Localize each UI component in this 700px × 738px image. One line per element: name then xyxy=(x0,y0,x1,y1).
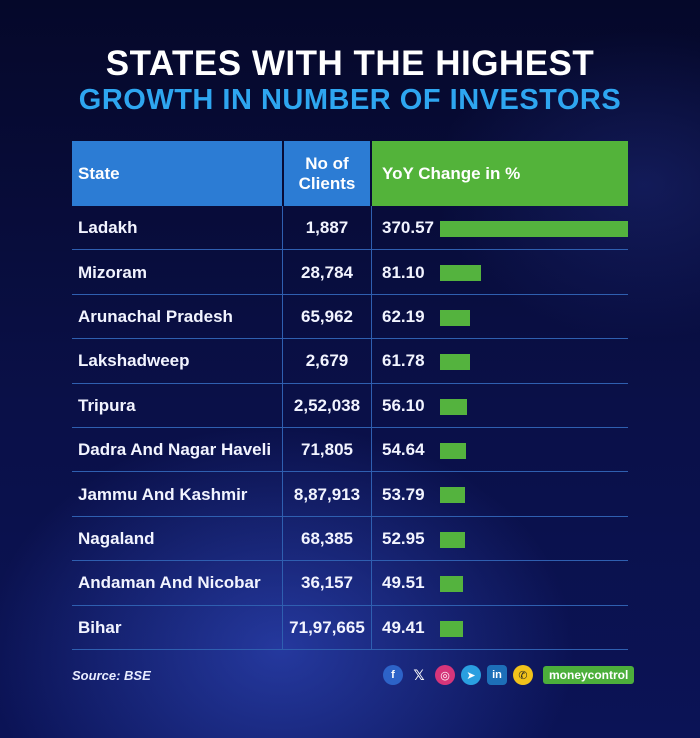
header-state: State xyxy=(72,141,282,206)
header-clients: No of Clients xyxy=(284,141,370,206)
social-icons: f 𝕏 ◎ ➤ in ✆ moneycontrol xyxy=(383,665,635,685)
table-row: Tripura 2,52,038 56.10 xyxy=(72,384,628,428)
bar-track xyxy=(440,354,628,371)
bar-track xyxy=(440,442,628,459)
column-divider-2 xyxy=(371,206,372,650)
cell-state: Mizoram xyxy=(78,262,147,282)
table-row: Jammu And Kashmir 8,87,913 53.79 xyxy=(72,472,628,517)
table-row: Andaman And Nicobar 36,157 49.51 xyxy=(72,561,628,606)
cell-yoy: 61.78 xyxy=(382,351,425,371)
table-row: Lakshadweep 2,679 61.78 xyxy=(72,339,628,384)
cell-yoy: 53.79 xyxy=(382,484,425,504)
cell-yoy: 56.10 xyxy=(382,395,425,415)
linkedin-icon[interactable]: in xyxy=(487,665,507,685)
cell-yoy: 49.51 xyxy=(382,573,425,593)
table-body: Ladakh 1,887 370.57 Mizoram 28,784 81.10 Aruna… xyxy=(72,206,628,650)
bar-track xyxy=(440,221,628,237)
cell-clients: 2,679 xyxy=(305,351,349,371)
cell-clients: 36,157 xyxy=(301,573,353,593)
bar-track xyxy=(440,265,628,282)
yoy-bar xyxy=(440,221,628,237)
yoy-bar xyxy=(440,576,463,593)
table-row: Arunachal Pradesh 65,962 62.19 xyxy=(72,295,628,340)
cell-state: Lakshadweep xyxy=(78,351,190,371)
cell-clients: 65,962 xyxy=(301,306,353,326)
yoy-bar xyxy=(440,265,481,282)
telegram-icon[interactable]: ➤ xyxy=(461,665,481,685)
moneycontrol-logo: moneycontrol xyxy=(543,666,635,684)
yoy-bar xyxy=(440,398,467,415)
cell-yoy: 62.19 xyxy=(382,306,425,326)
yoy-bar xyxy=(440,442,466,459)
column-divider-1 xyxy=(282,206,283,650)
cell-clients: 71,805 xyxy=(301,440,353,460)
title-line-2: GROWTH IN NUMBER OF INVESTORS xyxy=(78,84,622,116)
yoy-bar xyxy=(440,620,463,637)
bar-track xyxy=(440,398,628,415)
table-row: Ladakh 1,887 370.57 xyxy=(72,206,628,251)
cell-state: Ladakh xyxy=(78,218,138,238)
cell-yoy: 81.10 xyxy=(382,262,425,282)
bar-track xyxy=(440,531,628,548)
cell-clients: 28,784 xyxy=(301,262,353,282)
whatsapp-icon[interactable]: ✆ xyxy=(513,665,533,685)
title-line-1: STATES WITH THE HIGHEST xyxy=(105,44,595,83)
cell-yoy: 54.64 xyxy=(382,440,425,460)
yoy-bar xyxy=(440,531,465,548)
cell-state: Bihar xyxy=(78,617,122,637)
cell-state: Tripura xyxy=(78,395,136,415)
cell-clients: 8,87,913 xyxy=(293,484,361,504)
cell-clients: 71,97,665 xyxy=(289,617,365,637)
bar-track xyxy=(440,309,628,326)
bar-track xyxy=(440,576,628,593)
table-row: Dadra And Nagar Haveli 71,805 54.64 xyxy=(72,428,628,473)
cell-state: Jammu And Kashmir xyxy=(78,484,248,504)
cell-yoy: 370.57 xyxy=(382,218,434,238)
cell-clients: 68,385 xyxy=(301,528,353,548)
cell-clients: 1,887 xyxy=(305,218,349,238)
data-table: State No of Clients YoY Change in % Lada… xyxy=(72,141,628,650)
table-row: Nagaland 68,385 52.95 xyxy=(72,517,628,562)
yoy-bar xyxy=(440,487,466,504)
x-icon[interactable]: 𝕏 xyxy=(413,666,425,683)
cell-state: Nagaland xyxy=(78,528,155,548)
facebook-icon[interactable]: f xyxy=(383,665,403,685)
cell-clients: 2,52,038 xyxy=(293,395,361,415)
yoy-bar xyxy=(440,309,470,326)
instagram-icon[interactable]: ◎ xyxy=(435,665,455,685)
cell-state: Arunachal Pradesh xyxy=(78,306,233,326)
cell-yoy: 49.41 xyxy=(382,617,425,637)
cell-state: Dadra And Nagar Haveli xyxy=(78,440,272,460)
table-row: Mizoram 28,784 81.10 xyxy=(72,250,628,295)
source-note: Source: BSE xyxy=(72,668,151,683)
table-header: State No of Clients YoY Change in % xyxy=(72,141,628,206)
bar-track xyxy=(440,487,628,504)
cell-yoy: 52.95 xyxy=(382,528,425,548)
cell-state: Andaman And Nicobar xyxy=(78,573,261,593)
bar-track xyxy=(440,620,628,637)
yoy-bar xyxy=(440,354,470,371)
header-yoy: YoY Change in % xyxy=(372,141,628,206)
table-row: Bihar 71,97,665 49.41 xyxy=(72,606,628,650)
header-clients-text: No of Clients xyxy=(298,153,356,193)
